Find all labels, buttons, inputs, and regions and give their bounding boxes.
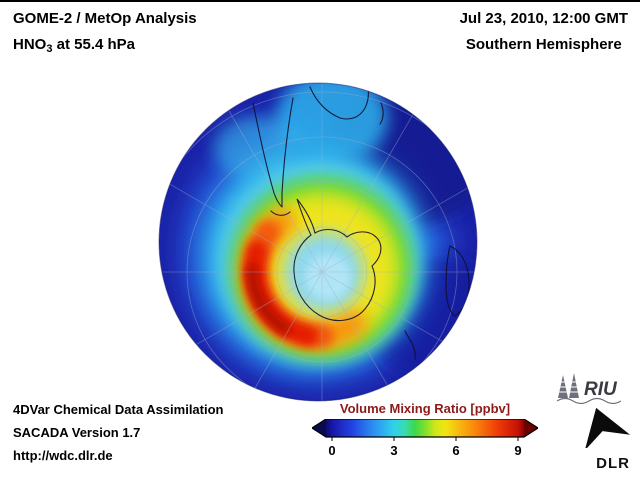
antarctica-coastline	[293, 198, 382, 322]
riu-underline-wave-icon	[556, 397, 622, 405]
species-level-title: HNO3 at 55.4 hPa	[13, 36, 197, 55]
coastlines	[252, 86, 470, 360]
colorbar-tick-label: 0	[328, 443, 336, 458]
colorbar	[312, 419, 538, 441]
colorbar-tick-label: 3	[390, 443, 398, 458]
colorbar-right-arrow	[524, 419, 538, 437]
new-zealand-coastline	[404, 330, 416, 360]
header-right: Jul 23, 2010, 12:00 GMT Southern Hemisph…	[460, 10, 628, 53]
field-blob	[276, 83, 388, 164]
colorbar-tick-marks	[331, 437, 519, 441]
analysis-title: GOME-2 / MetOp Analysis	[13, 10, 197, 27]
pressure-level: at 55.4 hPa	[52, 36, 136, 53]
header-left: GOME-2 / MetOp Analysis HNO3 at 55.4 hPa	[13, 10, 197, 55]
globe-field	[159, 83, 477, 401]
footer-assimilation-line: 4DVar Chemical Data Assimilation	[13, 402, 224, 417]
riu-logo-text: RIU	[584, 379, 618, 400]
footer-url: http://wdc.dlr.de	[13, 448, 113, 463]
species-name: HNO	[13, 36, 47, 53]
dlr-logo: DLR	[568, 406, 632, 472]
field-blob	[214, 116, 298, 180]
datetime-label: Jul 23, 2010, 12:00 GMT	[459, 10, 628, 27]
africa-coastline	[309, 86, 384, 125]
colorbar-gradient-bar	[326, 419, 524, 437]
riu-logo: RIU	[554, 372, 632, 409]
globe-limb	[158, 82, 478, 402]
dlr-signet-icon	[584, 407, 631, 451]
footer-left: 4DVar Chemical Data Assimilation SACADA …	[13, 402, 224, 471]
colorbar-tick-label: 6	[452, 443, 460, 458]
field-warm-arc	[246, 264, 291, 335]
footer-version-line: SACADA Version 1.7	[13, 425, 141, 440]
colorbar-left-arrow	[312, 419, 326, 437]
colorbar-outline	[312, 419, 538, 438]
hemisphere-label: Southern Hemisphere	[465, 36, 622, 53]
dlr-logo-text: DLR	[596, 455, 630, 472]
australia-coastline	[445, 245, 470, 317]
colorbar-label: Volume Mixing Ratio [ppbv]	[339, 401, 511, 416]
top-border-line	[0, 0, 640, 2]
colorbar-tick-label: 9	[514, 443, 522, 458]
cathedral-icon	[557, 373, 580, 398]
field-blob	[305, 254, 351, 300]
graticule	[159, 83, 477, 401]
south-america-coastline	[252, 97, 294, 216]
species-subscript: 3	[46, 43, 53, 55]
